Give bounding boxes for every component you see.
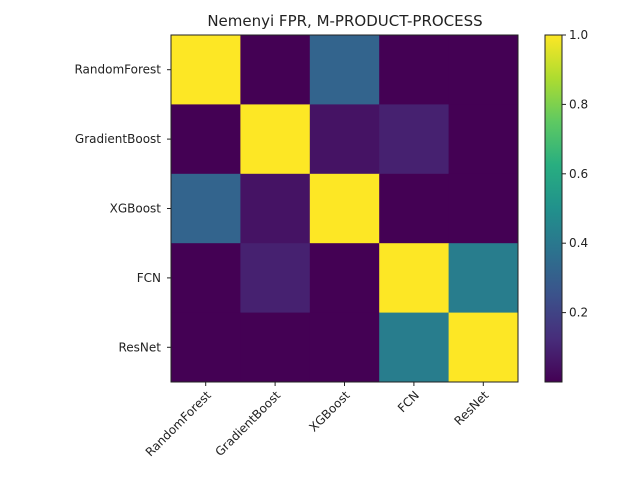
heatmap-cell bbox=[240, 104, 311, 175]
heatmap-cell bbox=[448, 104, 519, 175]
y-tick-label: GradientBoost bbox=[75, 132, 161, 146]
x-tick-label: RandomForest bbox=[143, 388, 214, 459]
heatmap-cell bbox=[171, 104, 241, 175]
heatmap-cell bbox=[171, 35, 241, 105]
heatmap-cell bbox=[171, 173, 241, 244]
heatmap-cell bbox=[240, 243, 311, 314]
heatmap-cell bbox=[309, 312, 380, 383]
heatmap-cell bbox=[171, 243, 241, 314]
heatmap-cell bbox=[379, 312, 450, 383]
colorbar-tick-label: 0.2 bbox=[569, 306, 588, 320]
colorbar-tick-label: 0.6 bbox=[569, 167, 588, 181]
heatmap-cell bbox=[240, 173, 311, 244]
heatmap-cell bbox=[309, 35, 380, 105]
heatmap-cell bbox=[240, 312, 311, 383]
heatmap-cell bbox=[448, 243, 519, 314]
heatmap-cell bbox=[379, 173, 450, 244]
chart-title: Nemenyi FPR, M-PRODUCT-PROCESS bbox=[207, 12, 482, 30]
colorbar-tick-label: 1.0 bbox=[569, 28, 588, 42]
x-tick-label: XGBoost bbox=[306, 388, 352, 434]
colorbar-tick-label: 0.8 bbox=[569, 97, 588, 111]
y-tick-label: ResNet bbox=[119, 340, 162, 354]
y-tick-label: FCN bbox=[137, 271, 161, 285]
heatmap-cell bbox=[448, 35, 519, 105]
heatmap-cell bbox=[379, 104, 450, 175]
heatmap-cell bbox=[171, 312, 241, 383]
heatmap-cell bbox=[309, 243, 380, 314]
colorbar bbox=[544, 34, 563, 383]
heatmap-cell bbox=[448, 312, 519, 383]
heatmap-cell bbox=[448, 173, 519, 244]
colorbar-tick-label: 0.4 bbox=[569, 236, 588, 250]
x-tick-label: ResNet bbox=[451, 388, 491, 428]
heatmap-cell bbox=[309, 173, 380, 244]
heatmap-cell bbox=[379, 35, 450, 105]
x-tick-label: FCN bbox=[395, 388, 422, 415]
heatmap-cell bbox=[309, 104, 380, 175]
x-tick-label: GradientBoost bbox=[212, 388, 283, 459]
y-tick-label: XGBoost bbox=[110, 202, 162, 216]
heatmap-cell bbox=[379, 243, 450, 314]
y-tick-label: RandomForest bbox=[74, 63, 161, 77]
heatmap-cell bbox=[240, 35, 311, 105]
